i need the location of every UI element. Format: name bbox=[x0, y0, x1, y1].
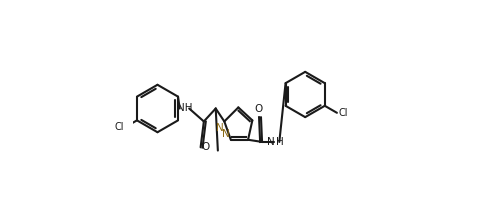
Text: N: N bbox=[222, 129, 229, 139]
Text: O: O bbox=[201, 142, 209, 152]
Text: N: N bbox=[266, 137, 274, 147]
Text: NH: NH bbox=[176, 104, 192, 113]
Text: Cl: Cl bbox=[114, 122, 123, 132]
Text: O: O bbox=[254, 104, 263, 114]
Text: Cl: Cl bbox=[337, 108, 347, 118]
Text: N: N bbox=[215, 123, 223, 133]
Text: H: H bbox=[276, 137, 283, 147]
